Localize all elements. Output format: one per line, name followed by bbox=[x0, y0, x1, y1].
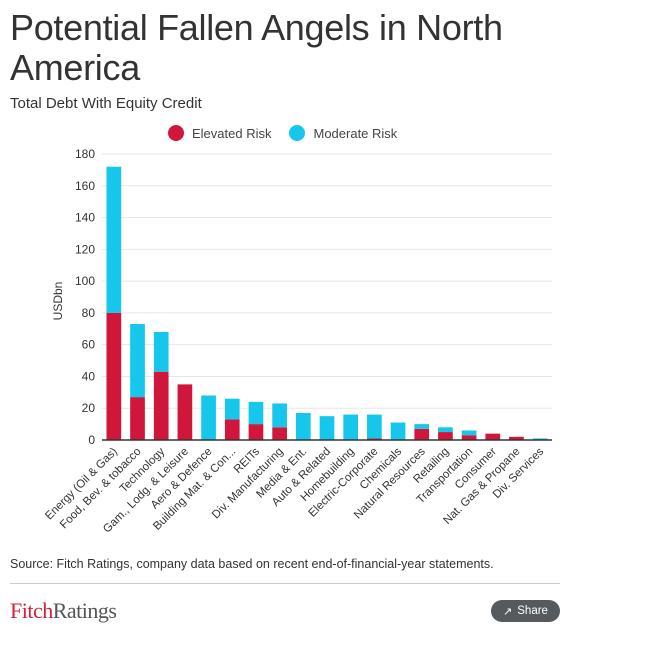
footer-divider bbox=[10, 583, 560, 584]
bar-moderate bbox=[201, 395, 216, 440]
y-axis-label: USDbn bbox=[51, 282, 65, 321]
bar-moderate bbox=[390, 422, 406, 440]
y-tick-label: 160 bbox=[75, 179, 95, 193]
bar-moderate bbox=[295, 412, 311, 440]
chart-subtitle: Total Debt With Equity Credit bbox=[10, 95, 202, 112]
bar-elevated bbox=[438, 432, 453, 440]
y-tick-label: 0 bbox=[88, 433, 95, 447]
legend-item-elevated[interactable]: Elevated Risk bbox=[168, 125, 271, 141]
y-tick-label: 140 bbox=[75, 211, 95, 225]
bar-moderate bbox=[130, 324, 145, 398]
logo-brand: Fitch bbox=[10, 598, 53, 623]
legend-label-moderate: Moderate Risk bbox=[313, 125, 398, 141]
bar-elevated bbox=[367, 438, 382, 440]
bar-elevated bbox=[461, 435, 477, 440]
bar-moderate bbox=[153, 331, 169, 372]
y-tick-label: 120 bbox=[75, 242, 95, 256]
bar-moderate bbox=[343, 414, 359, 440]
y-tick-label: 40 bbox=[82, 369, 96, 383]
source-note: Source: Fitch Ratings, company data base… bbox=[10, 557, 494, 571]
bar-elevated bbox=[177, 384, 193, 440]
bar-moderate bbox=[272, 403, 287, 428]
bar-moderate bbox=[106, 166, 122, 313]
bar-moderate bbox=[367, 414, 382, 439]
bar-elevated bbox=[485, 433, 501, 440]
share-button[interactable]: ↗ Share bbox=[491, 600, 560, 622]
bar-moderate bbox=[248, 401, 264, 425]
legend-label-elevated: Elevated Risk bbox=[192, 125, 272, 141]
fitch-ratings-logo[interactable]: FitchRatings bbox=[10, 598, 117, 624]
bar-elevated bbox=[509, 436, 524, 440]
legend-item-moderate[interactable]: Moderate Risk bbox=[289, 125, 397, 141]
bar-elevated bbox=[248, 424, 264, 440]
bar-moderate bbox=[414, 424, 430, 429]
legend-swatch-moderate bbox=[289, 125, 306, 141]
bar-elevated bbox=[272, 427, 287, 440]
bar-elevated bbox=[224, 419, 240, 440]
share-icon: ↗ bbox=[503, 605, 513, 618]
y-tick-label: 180 bbox=[75, 147, 95, 161]
logo-suffix: Ratings bbox=[52, 598, 117, 623]
chart-legend: Elevated Risk Moderate Risk bbox=[168, 125, 397, 141]
bar-moderate bbox=[224, 398, 240, 420]
share-label: Share bbox=[517, 605, 548, 617]
bar-elevated bbox=[130, 397, 145, 440]
bar-elevated bbox=[153, 371, 169, 440]
bar-moderate bbox=[319, 416, 335, 440]
bar-moderate bbox=[461, 430, 477, 436]
bar-elevated bbox=[106, 312, 122, 440]
legend-swatch-elevated bbox=[168, 125, 184, 141]
bar-moderate bbox=[532, 438, 548, 440]
y-tick-label: 80 bbox=[82, 306, 96, 320]
bar-moderate bbox=[438, 427, 453, 433]
bar-elevated bbox=[414, 428, 430, 440]
y-tick-label: 20 bbox=[82, 401, 96, 415]
y-tick-label: 100 bbox=[75, 274, 95, 288]
chart-title: Potential Fallen Angels in North America bbox=[10, 7, 503, 88]
y-tick-label: 60 bbox=[82, 338, 96, 352]
